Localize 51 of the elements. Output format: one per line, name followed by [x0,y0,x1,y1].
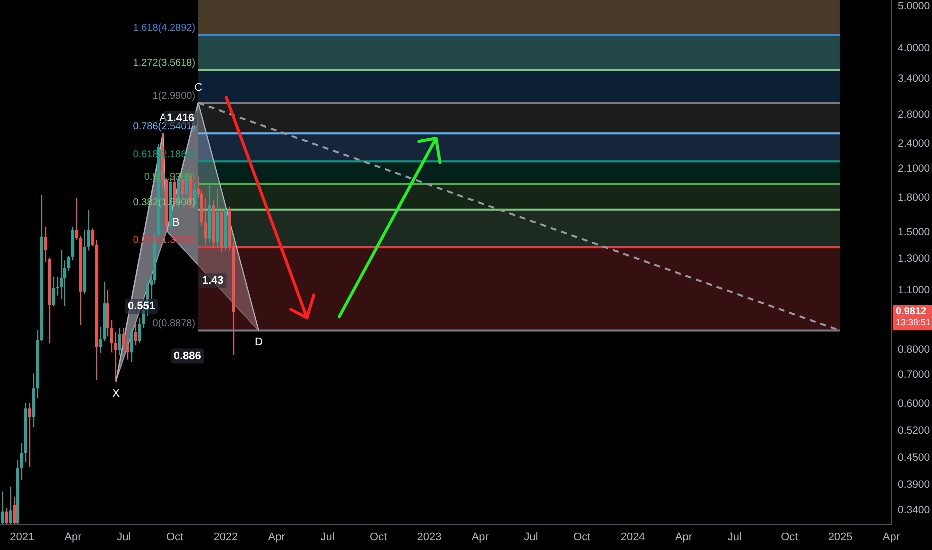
y-tick-label: 1.3000 [898,253,930,266]
ref-line-label: 1.272(3.5618) [133,58,196,69]
text: 0.9812 [896,306,928,318]
x-tick-label: Oct [370,532,388,544]
x-tick-label: 2021 [10,532,35,544]
x-tick-label: Apr [675,532,693,544]
x-tick-label: 2022 [214,532,238,544]
annotation: 1.43 [202,274,224,287]
y-tick-label: 0.7000 [898,369,930,382]
y-tick-label: 1.5000 [898,226,930,238]
x-tick-label: Apr [64,532,82,544]
y-tick-label: 0.5200 [898,424,930,437]
ref-line-label: 1(2.9900) [152,90,196,102]
y-tick-label: 2.8000 [898,109,930,122]
x-tick-label: 2023 [417,532,442,544]
y-tick-label: 0.3900 [898,478,930,491]
x-tick-label: Oct [781,532,798,544]
y-tick-label: 3.4000 [898,72,930,85]
y-tick-label: 4.0000 [898,42,930,54]
y-tick-label: 0.6000 [898,398,930,410]
x-tick-label: 2025 [828,532,853,544]
annotation: X [112,388,121,400]
ref-line-label: 0.5(1.9389) [144,172,196,184]
y-tick-label: 0.4500 [898,452,930,464]
annotation: B [172,217,180,230]
x-tick-label: Oct [166,532,184,544]
y-tick-label: 0.3400 [898,504,930,517]
x-tick-label: Oct [574,532,591,544]
x-tick-label: 2024 [620,532,646,544]
y-tick-label: 2.4000 [898,138,930,150]
ref-line-label: 1.618(4.2892) [133,23,196,34]
y-tick-label: 2.1000 [898,163,930,176]
x-tick-label: Apr [472,532,490,544]
x-tick-label: Jul [728,532,742,544]
annotation: 0.551 [128,300,156,313]
ref-line-label: 0(0.8878) [152,318,196,330]
annotation: C [194,82,203,94]
annotation: 0.886 [174,350,202,362]
text: 13:38:51 [896,317,932,328]
x-tick-label: Apr [882,532,900,544]
x-tick-label: Apr [268,532,286,544]
y-tick-label: 0.8000 [898,344,930,356]
annotation: D [254,336,263,349]
y-tick-label: 1.1000 [898,284,930,296]
y-tick-label: 1.8000 [898,192,930,204]
candlestick [56,277,60,296]
x-tick-label: Jul [320,532,335,544]
ref-line-label: 0.382(1.6908) [133,198,196,209]
y-tick-label: 5.0000 [898,0,930,13]
x-tick-label: Jul [117,532,132,544]
x-tick-label: Jul [524,532,538,544]
